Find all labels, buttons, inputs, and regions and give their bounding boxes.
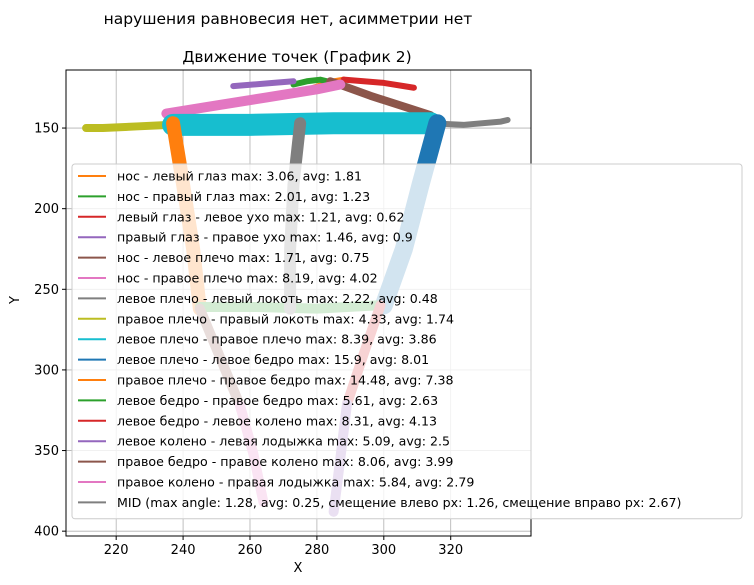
legend-label: нос - правое плечо max: 8.19, avg: 4.02 [117, 271, 378, 286]
series-line [326, 77, 435, 120]
y-tick-label: 300 [34, 363, 59, 378]
x-tick-label: 300 [371, 543, 396, 558]
y-tick-label: 200 [34, 202, 59, 217]
series-line [82, 120, 174, 133]
y-tick-label: 250 [34, 283, 59, 298]
legend-label: левое бедро - левое колено max: 8.31, av… [117, 413, 437, 428]
y-tick-label: 150 [34, 122, 59, 137]
legend-label: левое бедро - правое бедро max: 5.61, av… [117, 393, 438, 408]
legend: нос - левый глаз max: 3.06, avg: 1.81 нос… [71, 163, 743, 520]
x-tick-label: 220 [104, 543, 129, 558]
legend-label: правое плечо - правое бедро max: 14.48, … [117, 373, 454, 388]
y-tick-label: 350 [34, 444, 59, 459]
series-line [230, 78, 297, 90]
x-tick-label: 320 [438, 543, 463, 558]
legend-label: левое плечо - правое плечо max: 8.39, av… [117, 332, 437, 347]
figure-title: нарушения равновесия нет, асимметрии нет [104, 10, 473, 28]
legend-label: MID (max angle: 1.28, avg: 0.25, смещени… [117, 495, 681, 510]
legend-label: нос - правый глаз max: 2.01, avg: 1.23 [117, 189, 370, 204]
series-line [427, 116, 511, 128]
ticks: 220 240 260 280 300 320 150 200 250 300 350 400 [34, 122, 463, 558]
series-line [161, 79, 346, 119]
legend-label: нос - левый глаз max: 3.06, avg: 1.81 [117, 169, 362, 184]
legend-box [71, 163, 743, 520]
series-line [340, 76, 417, 91]
legend-label: левое плечо - левое бедро max: 15.9, avg… [117, 352, 429, 367]
chart-title: Движение точек (График 2) [182, 48, 411, 66]
legend-label: нос - левое плечо max: 1.71, avg: 0.75 [117, 250, 369, 265]
legend-label: левое колено - левая лодыжка max: 5.09, … [117, 434, 450, 449]
series-line [162, 112, 442, 136]
x-tick-label: 260 [238, 543, 263, 558]
legend-label: правый глаз - правое ухо max: 1.46, avg:… [117, 230, 413, 245]
legend-label: правое колено - правая лодыжка max: 5.84… [117, 475, 474, 490]
y-axis-label: Y [8, 296, 23, 305]
legend-label: левый глаз - левое ухо max: 1.21, avg: 0… [117, 209, 404, 224]
x-tick-label: 280 [304, 543, 329, 558]
legend-label: левое плечо - левый локоть max: 2.22, av… [117, 291, 438, 306]
x-axis-label: X [294, 561, 303, 576]
x-tick-label: 240 [171, 543, 196, 558]
legend-label: правое плечо - правый локоть max: 4.33, … [117, 311, 454, 326]
legend-label: правое бедро - правое колено max: 8.06, … [117, 454, 453, 469]
y-tick-label: 400 [34, 525, 59, 540]
